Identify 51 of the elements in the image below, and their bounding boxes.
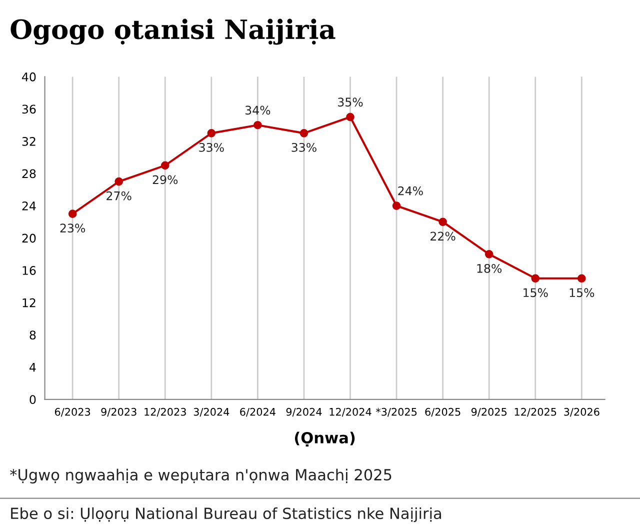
y-tick-label: 36	[22, 104, 36, 114]
x-tick-label: 3/2026	[564, 408, 600, 417]
y-tick-label: 12	[22, 298, 36, 308]
y-tick-label: 28	[22, 169, 36, 178]
point	[114, 177, 124, 186]
x-tick-label: 12/2025	[514, 408, 556, 417]
x-tick-label: 6/2025	[425, 408, 460, 417]
point	[531, 274, 540, 283]
y-tick-label: 24	[22, 202, 36, 210]
data-label: 23%	[60, 224, 86, 233]
data-label: 29%	[152, 175, 178, 184]
point	[438, 218, 447, 226]
y-tick-label: 8	[30, 330, 36, 340]
text: *Ụgwọ ngwaahịa e wepụtara n'ọnwa Maachị 2025	[10, 468, 392, 484]
y-tick-label: 4	[30, 363, 36, 372]
x-tick-label: 6/2023	[54, 408, 90, 417]
data-label: 18%	[477, 264, 502, 273]
data-label: 22%	[430, 232, 456, 241]
y-tick-label: 0	[30, 395, 36, 404]
point	[254, 120, 262, 130]
data-label: 15%	[570, 288, 594, 298]
point	[68, 210, 77, 218]
data-label: 34%	[245, 106, 270, 115]
point	[160, 161, 170, 170]
chart-title: Ogogo ọtanisi Naịjirịa	[10, 18, 336, 45]
y-tick-label: 20	[22, 234, 36, 243]
point	[577, 274, 586, 283]
x-tick-label: 9/2023	[101, 408, 136, 417]
x-tick-label: 3/2024	[194, 408, 230, 417]
text: Ebe o si: Ụlọọrụ National Bureau of Statistics nke Naịjirịa	[11, 507, 442, 522]
data-label: 15%	[524, 288, 548, 298]
x-tick-label: 12/2024	[330, 408, 372, 417]
data-label: 24%	[398, 186, 423, 196]
x-tick-label: 9/2025	[471, 408, 507, 417]
y-tick-label: 16	[22, 266, 36, 275]
y-tick-label: 32	[22, 136, 36, 146]
point	[346, 112, 354, 122]
point	[484, 250, 494, 258]
x-tick-label: 9/2024	[286, 408, 322, 417]
x-axis-title: (Ọnwa)	[294, 432, 355, 447]
data-label: 33%	[199, 142, 224, 152]
y-tick-label: 40	[22, 72, 36, 82]
data-label: 33%	[292, 142, 316, 152]
point	[392, 202, 401, 210]
data-label: 35%	[338, 98, 363, 107]
point	[207, 129, 216, 138]
point	[300, 129, 308, 138]
x-tick-label: 12/2023	[144, 408, 186, 417]
data-label: 27%	[106, 191, 132, 200]
x-tick-label: *3/2025	[376, 408, 417, 417]
x-tick-label: 6/2024	[240, 408, 276, 417]
